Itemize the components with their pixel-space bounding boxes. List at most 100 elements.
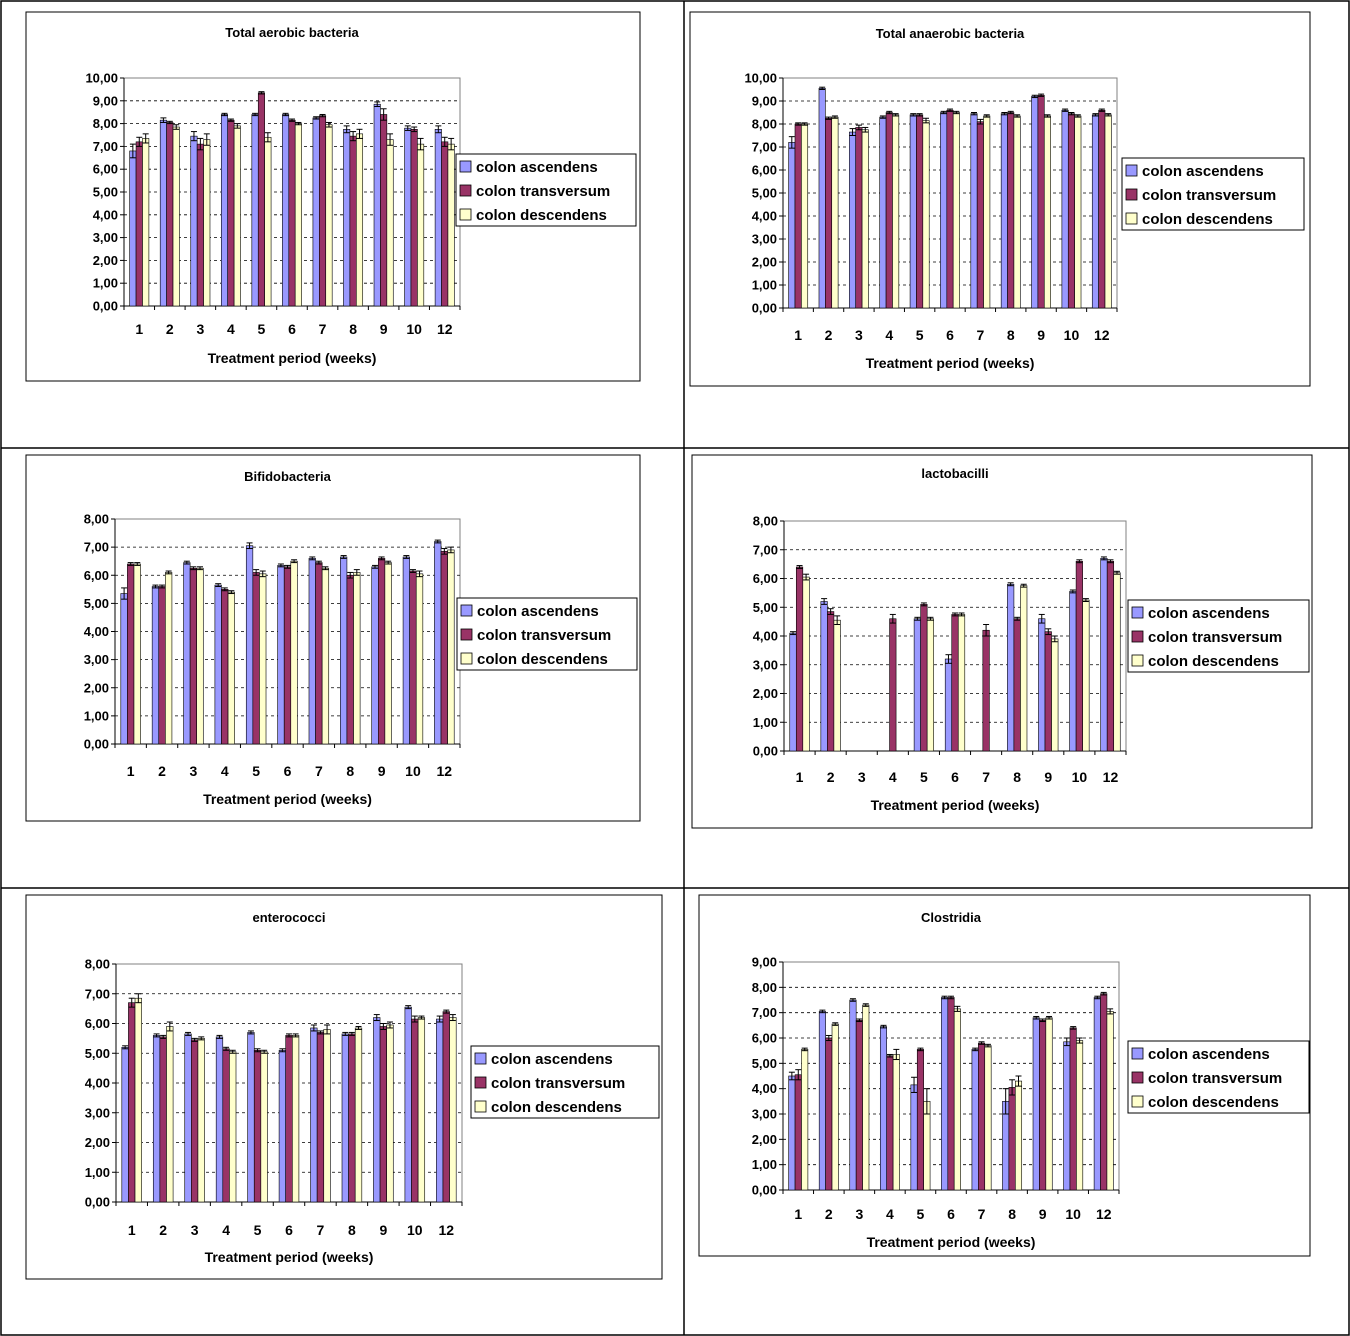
x-tick-label: 9 [1037,327,1045,343]
error-bar [1105,113,1112,117]
error-bar [1014,616,1021,621]
x-tick-label: 6 [285,1222,293,1238]
bar-colon-descendens-5 [259,573,267,745]
bar-colon-ascendens-4 [879,1026,888,1191]
error-bar [920,602,927,607]
x-tick-label: 5 [252,763,260,779]
x-tick-label: 10 [405,763,421,779]
bar-colon-ascendens-12 [436,1018,444,1203]
y-tick-label: 6,00 [84,568,109,583]
bar-colon-transversum-3 [196,143,204,307]
y-tick-label: 9,00 [752,94,777,109]
y-tick-label: 0,00 [93,299,118,314]
legend-box [1121,157,1305,231]
error-bar [418,1015,425,1020]
y-tick-label: 8,00 [752,117,777,132]
bar-colon-transversum-9 [377,558,386,745]
y-tick-label: 7,00 [84,540,109,555]
bar-colon-transversum-12 [442,1011,450,1203]
y-tick-label: 5,00 [84,596,109,611]
bar-colon-transversum-4 [227,119,235,307]
error-bar [355,1025,362,1030]
legend: colon ascendens colon transversum colon de… [1127,1040,1310,1114]
legend: colon ascendens colon transversum colon de… [470,1045,660,1119]
bar-colon-descendens-4 [229,1051,237,1203]
bar-colon-transversum-5 [920,604,928,752]
chart-title: enterococci [253,910,326,925]
bar-colon-transversum-1 [135,141,143,307]
error-bar [417,137,424,151]
bar-colon-descendens-8 [1020,585,1028,752]
error-bar [136,136,143,147]
error-bar [347,571,354,579]
bar-colon-transversum-8 [1013,618,1021,752]
chart-panel-5: enterococci 0,00 1,00 2,00 3,00 4,00 5,00 6,00 7… [25,894,663,1280]
error-bar [435,125,442,134]
bar-colon-descendens-9 [384,562,392,745]
legend-swatch-colon-ascendens [460,604,473,617]
legend-label: colon transversum [491,1075,625,1092]
y-tick-label: 4,00 [85,1076,110,1091]
error-bar [983,114,990,118]
error-bar [404,125,411,131]
bar-colon-ascendens-4 [220,114,229,307]
error-bar [121,587,128,600]
error-bar [409,569,416,573]
x-tick-label: 5 [916,327,924,343]
chart-title: Bifidobacteria [244,469,331,484]
bar-colon-descendens-5 [923,1101,931,1191]
y-tick-label: 6,00 [85,1016,110,1031]
x-axis-label: Treatment period (weeks) [203,791,372,807]
error-bar [197,137,204,151]
bar-colon-transversum-10 [410,129,418,307]
bar-colon-transversum-4 [889,618,897,752]
error-bar [1009,1079,1016,1096]
error-bar [1031,94,1038,99]
bar-colon-ascendens-9 [1038,618,1046,752]
error-bar [1082,598,1089,602]
legend-label: colon transversum [1148,1070,1282,1087]
bar-colon-ascendens-2 [159,119,167,307]
x-tick-label: 7 [315,763,323,779]
y-tick-label: 1,00 [753,715,778,730]
y-tick-label: 8,00 [85,957,110,972]
bar-colon-descendens-5 [922,120,930,309]
bar-colon-transversum-5 [257,92,265,307]
error-bar [1094,995,1101,1000]
error-bar [886,1053,893,1058]
charts-layer: Total aerobic bacteria 0,00 1,00 2,00 3,00 4,… [25,11,1313,1280]
bar-colon-transversum-2 [166,122,174,307]
bar-colon-descendens-10 [1076,1040,1084,1191]
bar-colon-descendens-12 [449,1017,457,1203]
legend-swatch-colon-ascendens [459,160,472,173]
bar-colon-transversum-7 [976,121,984,309]
error-bar [416,570,423,578]
bar-colon-transversum-10 [1067,113,1075,309]
error-bar [977,118,984,125]
bar-colon-descendens-7 [984,1045,992,1191]
error-bar [952,612,958,617]
error-bar [788,136,795,149]
legend-swatch-colon-descendens [460,652,473,665]
x-tick-label: 2 [159,1222,167,1238]
bar-colon-descendens-12 [447,549,455,745]
error-bar [152,584,159,589]
bar-colon-descendens-2 [833,619,841,752]
bar-colon-ascendens-2 [818,88,826,309]
error-bar [788,1071,795,1081]
y-tick-label: 4,00 [752,1081,777,1096]
bar-colon-ascendens-9 [373,1017,381,1203]
y-tick-label: 7,00 [753,542,778,557]
bar-colon-ascendens-9 [371,566,379,745]
error-bar [958,612,965,617]
error-bar [387,133,394,146]
legend: colon ascendens colon transversum colon de… [1127,599,1310,673]
bar-colon-transversum-1 [794,123,802,309]
error-bar [234,123,241,129]
chart-title: lactobacilli [921,466,988,481]
error-bar [947,108,953,112]
error-bar [378,556,385,561]
legend-swatch-colon-ascendens [1131,1047,1144,1060]
legend-swatch-colon-transversum [1125,188,1138,201]
error-bar [380,1023,387,1030]
